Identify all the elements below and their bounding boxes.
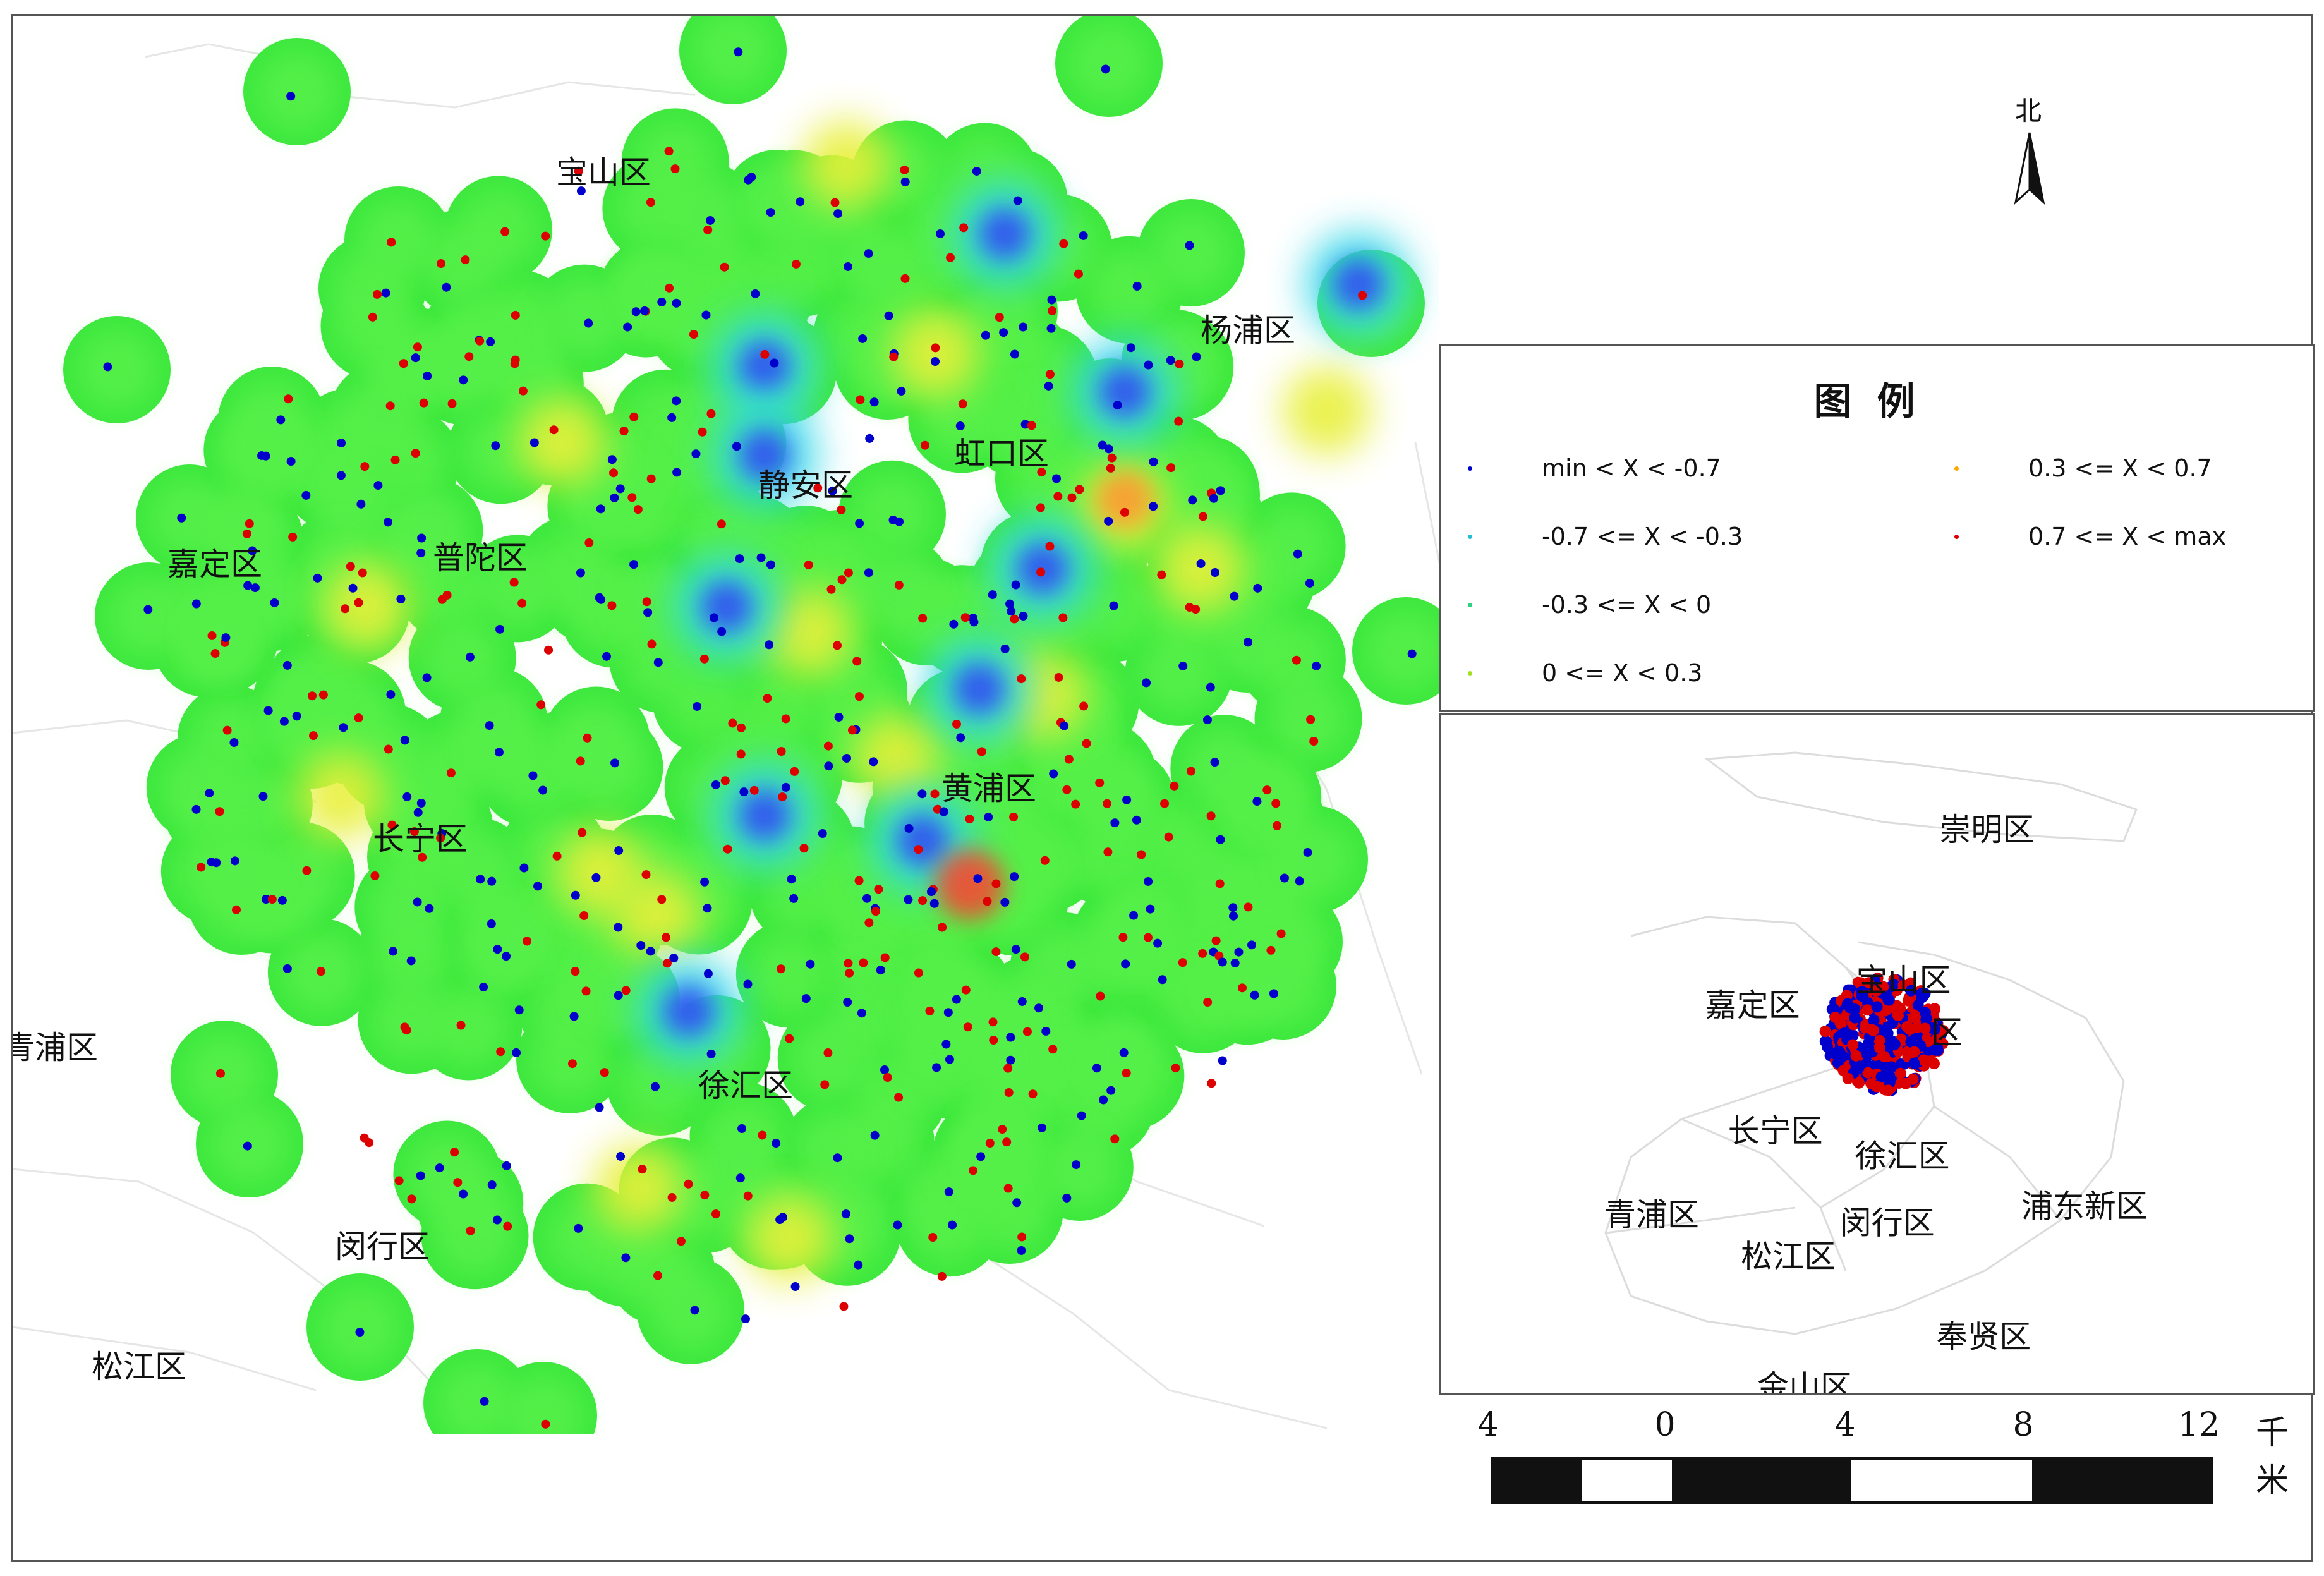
north-arrow-label: 北 <box>2015 95 2042 126</box>
scale-bar: 4 0 4 8 12 千米 <box>1477 1406 2306 1513</box>
inset-district-label: 区 <box>1931 1014 1963 1051</box>
inset-district-label: 松江区 <box>1741 1239 1836 1275</box>
legend-swatch <box>1468 466 1472 471</box>
legend-label: 0.7 <= X < max <box>2028 523 2227 550</box>
inset-district-label: 闵行区 <box>1840 1205 1935 1242</box>
legend-swatch <box>1468 602 1472 607</box>
legend-title: 图例 <box>1813 380 1940 424</box>
district-label: 普陀区 <box>433 540 528 576</box>
inset-district-label: 徐汇区 <box>1855 1138 1950 1175</box>
legend-label: -0.7 <= X < -0.3 <box>1542 523 1743 550</box>
scale-tick-label: 8 <box>2012 1406 2034 1444</box>
district-label: 静安区 <box>758 467 853 504</box>
district-label: 松江区 <box>92 1349 186 1385</box>
density-surface <box>63 16 1439 1434</box>
legend: 图例 min < X < -0.7 -0.7 <= X < -0.3 -0.3 … <box>1439 344 2315 712</box>
legend-item: min < X < -0.7 <box>1468 454 1721 482</box>
district-label: 青浦区 <box>3 1029 98 1066</box>
legend-item: -0.3 <= X < 0 <box>1468 591 1711 619</box>
legend-swatch <box>1954 466 1959 471</box>
district-label: 黄浦区 <box>941 770 1036 807</box>
district-label: 嘉定区 <box>167 546 262 583</box>
legend-label: 0.3 <= X < 0.7 <box>2028 454 2212 482</box>
scale-tick-label: 0 <box>1654 1406 1676 1444</box>
legend-item: 0.7 <= X < max <box>1954 523 2226 550</box>
inset-district-label: 青浦区 <box>1604 1196 1699 1233</box>
inset-district-label: 浦东新区 <box>2021 1188 2148 1225</box>
inset-district-label: 奉贤区 <box>1936 1319 2031 1355</box>
legend-label: 0 <= X < 0.3 <box>1542 659 1703 687</box>
scale-tick-label: 4 <box>1834 1406 1856 1444</box>
legend-item: -0.7 <= X < -0.3 <box>1468 523 1743 550</box>
legend-label: -0.3 <= X < 0 <box>1542 591 1712 619</box>
scale-tick-label: 4 <box>1477 1406 1499 1444</box>
legend-swatch <box>1468 670 1472 676</box>
inset-points <box>1819 972 1949 1096</box>
district-label: 虹口区 <box>954 435 1049 472</box>
scale-unit: 千米 <box>2256 1414 2289 1500</box>
district-label: 杨浦区 <box>1201 312 1295 349</box>
legend-item: 0.3 <= X < 0.7 <box>1954 454 2212 482</box>
inset-district-label: 崇明区 <box>1939 811 2034 848</box>
scale-tick-label: 12 <box>2177 1406 2220 1444</box>
inset-district-label: 宝山区 <box>1856 962 1951 998</box>
district-label: 宝山区 <box>556 154 651 191</box>
inset-map[interactable]: 崇明区宝山区嘉定区长宁区 徐汇区闵行区 青浦区松江区 浦东新区奉贤区金山区 区 <box>1439 713 2315 1395</box>
legend-swatch <box>1468 534 1472 539</box>
district-label: 闵行区 <box>335 1228 430 1265</box>
north-arrow-icon: 北 <box>1997 95 2060 209</box>
inset-district-label: 长宁区 <box>1728 1113 1823 1149</box>
inset-district-label: 金山区 <box>1757 1369 1852 1395</box>
legend-swatch <box>1954 534 1959 539</box>
district-label: 长宁区 <box>373 821 468 858</box>
sample-points <box>103 47 1417 1429</box>
inset-district-label: 嘉定区 <box>1705 987 1800 1024</box>
legend-label: min < X < -0.7 <box>1542 454 1721 482</box>
legend-item: 0 <= X < 0.3 <box>1468 659 1702 687</box>
district-label: 徐汇区 <box>698 1067 793 1104</box>
